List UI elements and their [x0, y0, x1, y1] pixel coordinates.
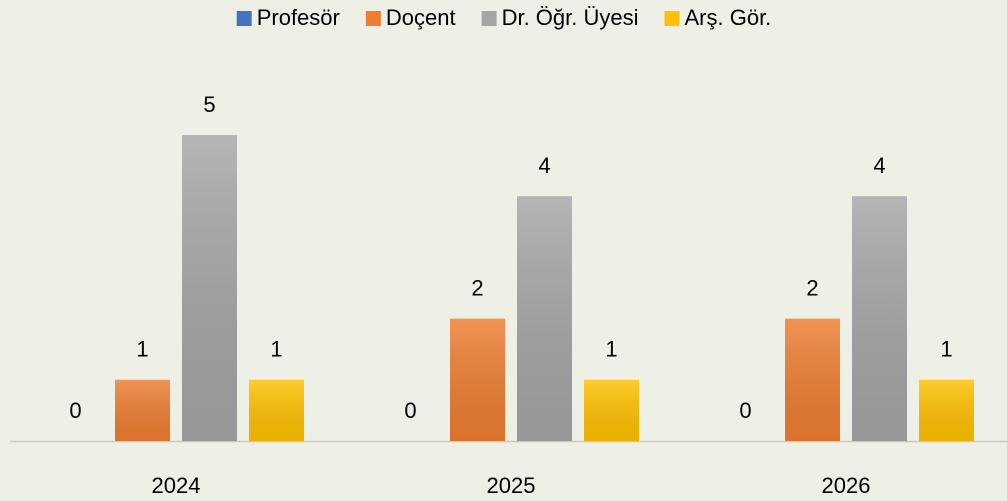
x-tick-label: 2024: [152, 473, 201, 498]
data-label: 1: [270, 337, 282, 362]
data-label: 5: [203, 92, 215, 117]
x-tick-label: 2025: [487, 473, 536, 498]
bar-shade: [115, 379, 170, 441]
legend-swatch: [236, 11, 252, 26]
bar-shade: [785, 318, 840, 441]
data-label: 2: [471, 275, 483, 300]
x-tick-label: 2026: [822, 473, 871, 498]
legend: Profesör Doçent Dr. Öğr. Üyesi Arş. Gör.: [236, 5, 772, 30]
legend-label: Profesör: [257, 5, 340, 30]
data-label: 4: [538, 153, 550, 178]
data-label: 2: [806, 275, 818, 300]
legend-swatch: [664, 11, 680, 26]
bar-shade: [919, 379, 974, 441]
data-label: 0: [404, 398, 416, 423]
legend-label: Doçent: [386, 5, 456, 30]
bar-shade: [249, 379, 304, 441]
legend-label: Dr. Öğr. Üyesi: [502, 5, 639, 30]
bar-shade: [584, 379, 639, 441]
data-label: 1: [136, 337, 148, 362]
bar-shade: [852, 196, 907, 441]
legend-label: Arş. Gör.: [685, 5, 772, 30]
data-label: 1: [940, 337, 952, 362]
bar-shade: [517, 196, 572, 441]
data-label: 0: [739, 398, 751, 423]
legend-swatch: [481, 11, 497, 26]
bar-shade: [182, 135, 237, 441]
bar-shade: [450, 318, 505, 441]
legend-swatch: [365, 11, 381, 26]
data-label: 1: [605, 337, 617, 362]
data-label: 4: [873, 153, 885, 178]
data-label: 0: [69, 398, 81, 423]
